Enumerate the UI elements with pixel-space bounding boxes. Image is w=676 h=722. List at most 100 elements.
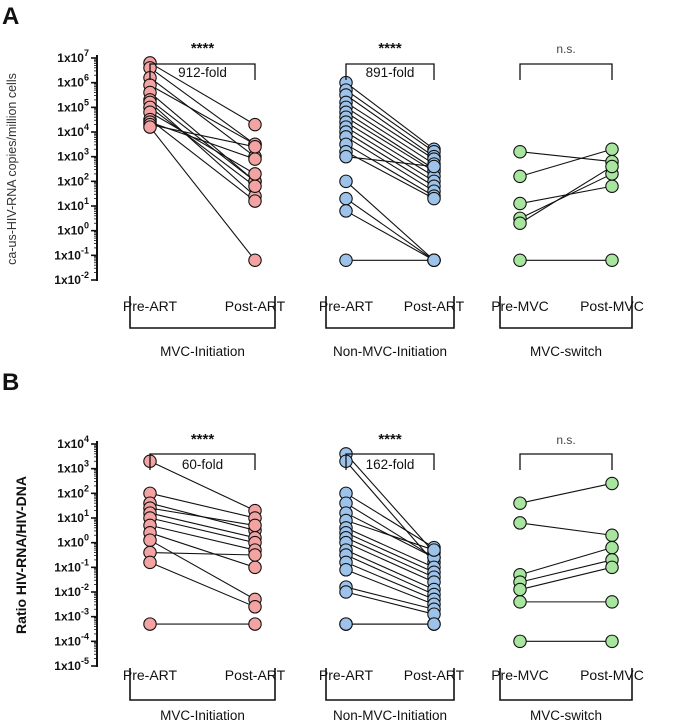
pair-line (345, 136, 435, 192)
y-tick-label: 1x10-3 (54, 607, 89, 624)
group-label: Non-MVC-Initiation (333, 708, 447, 722)
significance-label: **** (191, 431, 215, 448)
y-tick-label: 1x101 (57, 196, 89, 213)
data-point-post (248, 194, 262, 208)
y-tick-label: 1x104 (57, 122, 89, 139)
pair-line (345, 519, 435, 551)
pair-line (519, 173, 613, 219)
data-point-post (248, 117, 262, 132)
data-point-post (605, 528, 619, 543)
pair-line (519, 566, 613, 591)
pair-line (149, 492, 256, 519)
pair-line (149, 84, 256, 145)
y-axis-label: Ratio HIV-RNA/HIV-DNA (13, 476, 29, 634)
pair-line (345, 106, 435, 165)
group-label: MVC-switch (530, 708, 602, 722)
data-point-pre (513, 634, 527, 649)
category-label: Post-ART (404, 667, 465, 683)
group-mvc-switch: Pre-MVC Post-MVC MVC-switch n.s. (491, 433, 644, 722)
group-mvc-initiation: Pre-ART Post-ART MVC-Initiation **** 912-fol… (123, 40, 286, 359)
pair-line (345, 453, 435, 553)
pair-line (149, 524, 256, 551)
group-label: MVC-Initiation (160, 344, 245, 359)
group-non-mvc-initiation: Pre-ART Post-ART Non-MVC-Initiation **** 891… (319, 40, 465, 359)
pair-line (149, 460, 256, 512)
pair-line (149, 101, 256, 197)
data-point-pre (513, 582, 527, 597)
y-axis-label: ca-us-HIV-RNA copies/million cells (5, 73, 19, 265)
pair-line (519, 522, 613, 536)
fold-change-label: 891-fold (366, 65, 415, 80)
data-point-post (248, 548, 262, 562)
pair-line (519, 559, 613, 583)
data-point-post (605, 179, 619, 194)
pair-line (345, 94, 435, 158)
data-point-pre (339, 149, 353, 164)
group-label: Non-MVC-Initiation (333, 344, 447, 359)
data-point-pre (513, 169, 527, 184)
data-point-post (427, 191, 441, 206)
significance-label: **** (378, 40, 402, 57)
pair-line (345, 532, 435, 573)
pair-line (345, 502, 435, 558)
data-point-pre (513, 216, 527, 231)
data-point-post (605, 634, 619, 649)
fold-change-label: 60-fold (182, 457, 223, 472)
data-point-post (248, 167, 262, 181)
pair-line (345, 210, 435, 261)
pair-line (345, 156, 435, 168)
pair-line (345, 126, 435, 182)
y-tick-label: 1x105 (57, 97, 89, 114)
y-tick-label: 1x100 (57, 221, 89, 238)
data-point-post (605, 253, 619, 268)
pair-line (519, 166, 613, 224)
pair-line (149, 67, 256, 145)
pair-line (149, 92, 256, 182)
y-tick-label: 1x101 (57, 508, 89, 525)
data-point-pre (339, 585, 353, 599)
significance-label: n.s. (556, 433, 575, 447)
significance-bracket (149, 453, 256, 470)
group-bracket (499, 668, 633, 701)
group-label: MVC-switch (530, 344, 602, 359)
pair-line (149, 561, 256, 608)
group-bracket (499, 296, 633, 329)
data-point-pre (513, 496, 527, 510)
group-bracket (129, 668, 276, 701)
data-point-pre (339, 563, 353, 577)
category-label: Pre-ART (123, 298, 178, 314)
pair-line (149, 124, 256, 148)
y-tick-label: 1x104 (57, 434, 89, 451)
pair-line (149, 77, 256, 158)
category-label: Post-MVC (580, 298, 644, 314)
panel-letter: B (2, 369, 19, 396)
y-tick-label: 1x102 (57, 483, 89, 500)
group-bracket (129, 296, 276, 329)
data-point-post (427, 617, 441, 631)
category-label: Pre-MVC (491, 667, 549, 683)
y-tick-label: 1x100 (57, 533, 89, 550)
pair-line (519, 151, 613, 163)
pair-line (149, 551, 256, 556)
pair-line (149, 512, 256, 539)
data-point-pre (143, 533, 157, 547)
significance-label: **** (378, 431, 402, 448)
significance-bracket (519, 63, 613, 80)
pair-line (345, 82, 435, 150)
pair-line (345, 151, 435, 200)
pair-line (345, 569, 435, 605)
category-label: Pre-ART (319, 667, 374, 683)
pair-line (149, 539, 256, 600)
y-tick-label: 1x107 (57, 48, 89, 65)
group-bracket (325, 668, 455, 701)
pair-line (149, 517, 256, 544)
data-point-post (605, 142, 619, 157)
data-point-pre (513, 595, 527, 609)
significance-label: n.s. (556, 42, 575, 56)
data-point-post (427, 159, 441, 174)
pair-line (345, 131, 435, 187)
data-point-pre (339, 174, 353, 189)
pair-line (345, 527, 435, 568)
significance-bracket (519, 453, 613, 470)
